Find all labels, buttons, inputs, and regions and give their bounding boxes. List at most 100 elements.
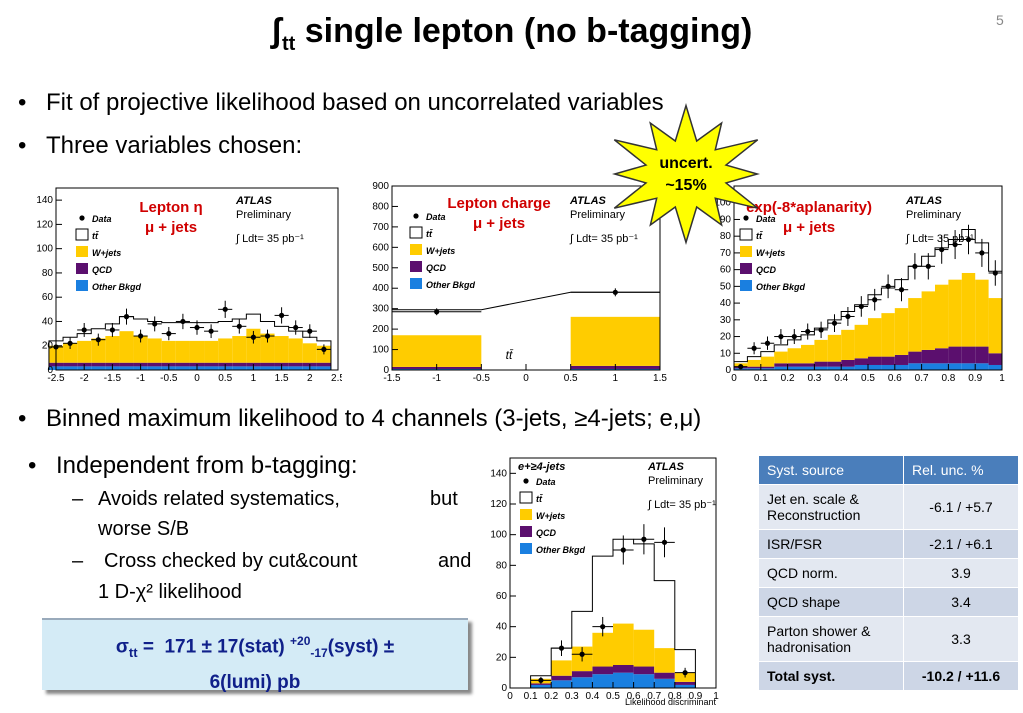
bar-otherbkgd xyxy=(961,363,976,370)
bar-qcd xyxy=(119,362,134,367)
x-tick-label: -1 xyxy=(136,373,145,384)
table-cell-source: ISR/FSR xyxy=(758,529,904,559)
x-tick-label: 1 xyxy=(999,373,1005,384)
bullet-dot: • xyxy=(18,89,27,116)
bar-qcd xyxy=(774,363,788,367)
bar-wjets xyxy=(551,660,572,676)
atlas-preliminary: Preliminary xyxy=(236,209,292,221)
plot-charge-label: Lepton charge μ + jets xyxy=(434,194,564,234)
bar-otherbkgd xyxy=(91,366,106,370)
legend-data-label: Data xyxy=(536,477,556,487)
legend-tt-marker xyxy=(739,228,753,241)
table-header-source: Syst. source xyxy=(758,455,904,485)
legend-tt-marker xyxy=(75,228,89,241)
legend-qcd-label: QCD xyxy=(536,528,557,538)
data-point xyxy=(67,340,73,346)
bar-otherbkgd xyxy=(571,677,593,688)
bullet-dot: • xyxy=(18,132,27,159)
data-point xyxy=(558,645,565,651)
bullet-dot: • xyxy=(28,452,37,479)
legend-other-marker xyxy=(520,543,532,554)
bar-wjets xyxy=(948,279,962,347)
legend-qcd-label: QCD xyxy=(92,265,113,275)
data-point xyxy=(600,624,606,630)
table-header-row: Syst. source Rel. unc. % xyxy=(758,455,1019,485)
table-cell-source: QCD shape xyxy=(758,587,904,617)
x-tick-label: -1.5 xyxy=(104,373,122,384)
bar-otherbkgd xyxy=(530,684,552,688)
table-row: ISR/FSR -2.1 / +6.1 xyxy=(758,529,1019,559)
y-tick-label: 0 xyxy=(725,365,731,376)
bullet-dot: • xyxy=(18,405,27,432)
bar-qcd xyxy=(551,675,572,681)
x-tick-label: 0.3 xyxy=(807,373,821,384)
bar-wjets xyxy=(119,331,134,363)
table-row: QCD norm. 3.9 xyxy=(758,558,1019,588)
legend-other-marker xyxy=(740,280,752,291)
y-tick-label: 20 xyxy=(42,341,54,352)
title-glyph: ʃ xyxy=(270,12,282,50)
data-point xyxy=(434,309,440,315)
bar-wjets xyxy=(814,339,828,362)
data-point xyxy=(791,333,797,340)
table-row: QCD shape 3.4 xyxy=(758,587,1019,617)
bar-otherbkgd xyxy=(841,366,855,370)
plot-charge-label-1: Lepton charge xyxy=(447,195,551,212)
table-row: Jet en. scale & Reconstruction -6.1 / +5.… xyxy=(758,484,1019,530)
data-point xyxy=(109,327,115,333)
x-tick-label: 0.5 xyxy=(218,373,232,384)
bar-qcd xyxy=(147,362,162,367)
bar-wjets xyxy=(232,336,247,363)
legend-wjets-label: W+jets xyxy=(92,248,121,258)
sub-bullet-dash: – xyxy=(72,488,84,510)
bar-qcd xyxy=(63,362,78,367)
data-point xyxy=(620,547,626,553)
x-tick-label: -2 xyxy=(80,373,89,384)
data-point xyxy=(123,314,130,320)
bar-wjets xyxy=(921,291,935,350)
bar-qcd xyxy=(894,354,909,365)
bar-otherbkgd xyxy=(175,366,190,370)
legend-other-label: Other Bkgd xyxy=(536,545,586,555)
data-point xyxy=(81,327,87,333)
page-number: 5 xyxy=(996,12,1004,28)
table-cell-value: 3.4 xyxy=(903,587,1019,617)
bar-otherbkgd xyxy=(63,366,78,370)
bar-qcd xyxy=(654,672,675,679)
bar-qcd xyxy=(935,348,949,364)
y-tick-label: 100 xyxy=(372,345,389,356)
y-tick-label: 100 xyxy=(714,198,731,209)
starburst-icon: uncert. ~15% xyxy=(611,103,761,245)
bar-otherbkgd xyxy=(787,366,801,370)
data-point xyxy=(751,345,757,351)
x-tick-label: 0.5 xyxy=(606,691,620,702)
x-tick-label: 0 xyxy=(507,691,513,702)
plot-aplan-label-1: exp(-8*aplanarity) xyxy=(746,199,872,216)
legend-data-marker xyxy=(743,215,749,221)
bar-wjets xyxy=(613,623,634,665)
bar-otherbkgd xyxy=(232,366,247,370)
sub-bullet-2b: and xyxy=(438,550,472,572)
bar-otherbkgd xyxy=(935,363,949,370)
bullet-4-text: Independent from b-tagging: xyxy=(56,452,358,479)
atlas-preliminary: Preliminary xyxy=(570,209,626,221)
data-point xyxy=(293,324,299,331)
data-point xyxy=(738,364,744,370)
y-tick-label: 500 xyxy=(372,263,389,274)
legend-qcd-label: QCD xyxy=(426,263,447,273)
bar-otherbkgd xyxy=(854,364,868,370)
plot-eta-label: Lepton η μ + jets xyxy=(116,198,226,238)
result-line-2: 6(lumi) pb xyxy=(209,672,301,694)
x-tick-label: -1.5 xyxy=(383,373,401,384)
data-point xyxy=(194,324,200,331)
bar-qcd xyxy=(530,683,552,685)
data-point xyxy=(845,313,851,320)
table-row: Total syst. -10.2 / +11.6 xyxy=(758,661,1019,691)
x-tick-label: 0.3 xyxy=(565,691,579,702)
bullet-2-text: Three variables chosen: xyxy=(46,132,303,159)
x-tick-label: 0.9 xyxy=(968,373,982,384)
legend-tt-marker xyxy=(409,226,423,239)
x-tick-label: 0.1 xyxy=(754,373,768,384)
bar-wjets xyxy=(133,336,148,363)
plot-lhd-xlabel: Likelihood discriminant xyxy=(625,697,717,707)
